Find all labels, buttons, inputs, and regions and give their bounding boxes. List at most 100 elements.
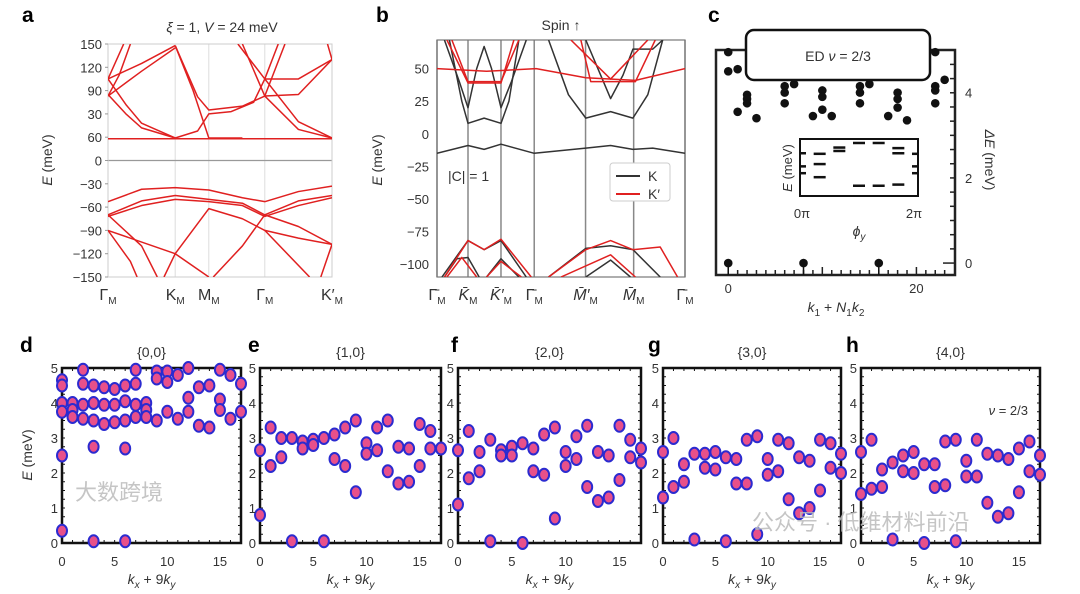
y-tick-label: 60 [88,130,102,145]
inset-x-axis-label-part: ϕ [853,223,861,239]
energy-point [827,111,837,121]
y-tick-label: 3 [51,431,58,446]
band-line [108,194,332,216]
energy-level-point [960,469,973,484]
band-line [174,45,332,111]
energy-level-point [87,413,100,428]
energy-level-point [224,368,237,382]
band-line-K-group [437,40,685,277]
energy-level-point [688,532,701,547]
energy-point [855,98,865,108]
x-axis-label-part: k [362,571,370,587]
band-line [108,44,125,80]
x-tick-label: 15 [813,554,827,569]
energy-point [799,258,808,268]
x-tick-label: 10 [959,554,973,569]
energy-level-point [928,457,941,472]
energy-level-point [793,506,806,521]
x-axis-label-part: + [820,299,836,315]
x-axis-label-part: k [962,571,970,587]
energy-level-point [772,464,785,479]
energy-level-point [307,438,320,452]
energy-level-point [98,380,111,395]
energy-level-point [570,429,583,444]
y-axis-label-part: (meV) [369,134,385,176]
y-tick-label: −50 [407,192,429,207]
y-tick-label: 3 [249,431,256,446]
x-axis-label-part: x [134,580,141,591]
label-box-text: ED ν = 2/3 [805,48,871,64]
energy-level-point [918,536,931,550]
energy-level-point [119,378,132,393]
energy-level-point [772,432,785,447]
energy-point [940,75,949,85]
y-tick-label: 2 [652,466,659,481]
y-tick-label: 0 [422,127,429,142]
x-axis-label-part: y [368,580,375,591]
x-tick-label: Γ̄M [526,287,543,307]
y-tick-label: 0 [249,536,256,551]
energy-level-point [581,418,594,433]
x-tick-label-sub: M [590,296,598,307]
energy-level-point [403,441,416,456]
energy-level-point [698,446,711,461]
energy-level-point [688,446,701,461]
x-axis-label-part: 1 [815,308,821,319]
energy-level-point [264,459,277,473]
y-tick-label: −30 [80,177,102,192]
energy-level-point [865,481,878,496]
panel-label-a: a [22,4,34,27]
band-line [264,229,311,277]
energy-level-point [516,436,529,451]
y-tick-label: 0 [95,154,102,169]
energy-level-point [264,420,277,435]
energy-level-point [371,443,384,458]
energy-level-point [129,362,142,377]
inset-y-axis-label-part: (meV) [780,144,795,183]
band-line [108,229,138,277]
energy-level-point [349,413,362,428]
legend-box [609,162,671,202]
energy-level-point [381,413,394,428]
energy-level-point [56,378,68,393]
energy-level-point [970,469,983,484]
x-tick-label: M̄′M [573,287,598,307]
x-tick-label: KM [166,287,185,307]
band-line [326,44,332,60]
x-tick-label: 0 [725,281,732,296]
y-tick-label: 4 [447,396,454,411]
band-line-K [547,40,664,119]
x-tick-label: 10 [760,554,774,569]
energy-level-point [119,394,132,409]
chart-title-part: V [204,19,215,35]
x-axis-label-part: + 9 [939,571,963,587]
band-line [264,44,279,80]
y-axis-label-part: E [19,471,35,481]
y-tick-label: −90 [80,223,102,238]
band-line [264,44,286,97]
energy-level-point [865,432,878,447]
x-tick-label-sub: M [265,296,273,307]
filling-annotation: ν = 2/3 [989,403,1028,418]
label-box-text-part: ED [805,48,828,64]
band-line-K [548,244,661,277]
watermark: 公众号 · 低维材料前沿 [752,510,970,535]
energy-point [723,47,733,57]
energy-level-point [87,396,100,410]
band-line [237,44,332,139]
energy-level-point [677,474,690,489]
energy-level-point [855,487,867,501]
x-tick-label-sub: M [469,296,477,307]
plot-frame [60,366,243,545]
plot-frame [258,366,443,545]
y-axis-label-part: ΔE [982,129,998,149]
x-tick-label-main: Γ [99,287,108,304]
energy-point [733,64,742,74]
energy-point [855,88,865,97]
energy-level-point [161,404,174,419]
y-tick-label: 2 [850,466,857,481]
energy-level-point [527,464,540,479]
energy-level-point [824,460,837,475]
band-line-K [585,259,631,277]
x-axis-label-part: k [764,571,772,587]
